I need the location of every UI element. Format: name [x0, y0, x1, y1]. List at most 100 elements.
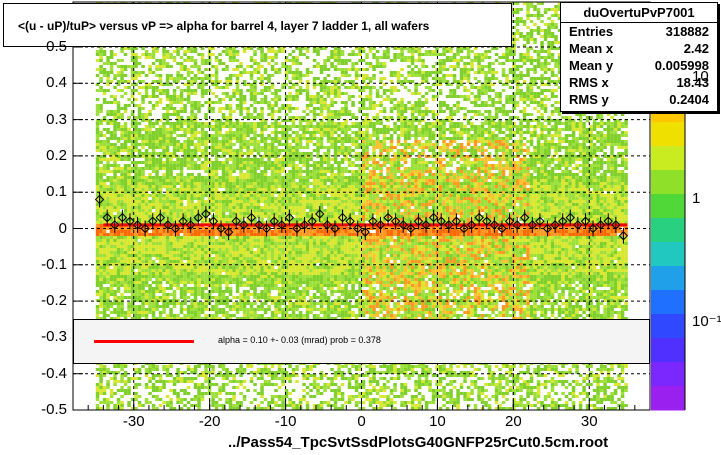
- heatmap-cell: [197, 149, 201, 152]
- heatmap-cell: [221, 221, 226, 224]
- heatmap-cell: [134, 176, 138, 179]
- heatmap-cell: [141, 311, 145, 314]
- heatmap-cell: [267, 242, 271, 245]
- heatmap-cell: [176, 278, 180, 281]
- heatmap-cell: [270, 173, 275, 176]
- heatmap-cell: [249, 182, 254, 185]
- heatmap-cell: [148, 239, 152, 242]
- heatmap-cell: [235, 92, 240, 95]
- heatmap-cell: [137, 260, 142, 263]
- heatmap-cell: [123, 182, 128, 185]
- heatmap-cell: [239, 278, 243, 281]
- heatmap-cell: [267, 290, 271, 293]
- heatmap-cell: [228, 59, 233, 62]
- heatmap-cell: [95, 134, 100, 137]
- heatmap-cell: [144, 299, 149, 302]
- heatmap-cell: [141, 278, 145, 281]
- heatmap-cell: [134, 170, 138, 173]
- heatmap-cell: [165, 305, 170, 308]
- heatmap-cell: [263, 188, 268, 191]
- heatmap-cell: [225, 227, 229, 230]
- heatmap-cell: [162, 218, 166, 221]
- heatmap-cell: [242, 182, 247, 185]
- heatmap-cell: [165, 137, 170, 140]
- heatmap-cell: [123, 155, 128, 158]
- heatmap-cell: [113, 242, 117, 245]
- heatmap-cell: [176, 215, 180, 218]
- heatmap-cell: [148, 308, 152, 311]
- heatmap-cell: [179, 62, 184, 65]
- heatmap-cell: [130, 230, 135, 233]
- heatmap-cell: [211, 308, 215, 311]
- heatmap-cell: [162, 305, 166, 308]
- heatmap-cell: [99, 161, 103, 164]
- heatmap-cell: [123, 233, 128, 236]
- heatmap-cell: [116, 104, 121, 107]
- heatmap-cell: [190, 80, 194, 83]
- heatmap-cell: [106, 149, 110, 152]
- heatmap-cell: [99, 53, 103, 56]
- heatmap-cell: [148, 53, 152, 56]
- heatmap-cell: [162, 278, 166, 281]
- heatmap-cell: [239, 233, 243, 236]
- heatmap-cell: [221, 245, 226, 248]
- heatmap-cell: [211, 230, 215, 233]
- heatmap-cell: [99, 377, 103, 380]
- heatmap-cell: [102, 203, 107, 206]
- heatmap-cell: [176, 212, 180, 215]
- heatmap-cell: [155, 299, 159, 302]
- heatmap-cell: [162, 50, 166, 53]
- heatmap-cell: [169, 308, 173, 311]
- heatmap-cell: [102, 212, 107, 215]
- heatmap-cell: [123, 203, 128, 206]
- heatmap-cell: [172, 290, 177, 293]
- heatmap-cell: [249, 143, 254, 146]
- heatmap-cell: [141, 170, 145, 173]
- heatmap-cell: [232, 248, 236, 251]
- heatmap-cell: [267, 308, 271, 311]
- heatmap-cell: [109, 260, 114, 263]
- heatmap-cell: [207, 263, 212, 266]
- heatmap-cell: [239, 185, 243, 188]
- heatmap-cell: [144, 386, 149, 389]
- heatmap-cell: [137, 206, 142, 209]
- heatmap-cell: [263, 287, 268, 290]
- heatmap-cell: [137, 281, 142, 284]
- heatmap-cell: [158, 68, 163, 71]
- heatmap-cell: [123, 125, 128, 128]
- heatmap-cell: [120, 95, 124, 98]
- heatmap-cell: [127, 131, 131, 134]
- heatmap-cell: [148, 110, 152, 113]
- heatmap-cell: [120, 113, 124, 116]
- heatmap-cell: [179, 302, 184, 305]
- heatmap-cell: [137, 122, 142, 125]
- heatmap-cell: [127, 194, 131, 197]
- heatmap-cell: [116, 65, 121, 68]
- heatmap-cell: [256, 212, 261, 215]
- heatmap-cell: [200, 227, 205, 230]
- heatmap-cell: [176, 392, 180, 395]
- heatmap-cell: [200, 281, 205, 284]
- heatmap-cell: [242, 212, 247, 215]
- heatmap-cell: [260, 215, 264, 218]
- heatmap-cell: [204, 233, 208, 236]
- heatmap-cell: [151, 152, 156, 155]
- heatmap-cell: [253, 107, 257, 110]
- heatmap-cell: [204, 92, 208, 95]
- heatmap-cell: [123, 263, 128, 266]
- heatmap-cell: [148, 257, 152, 260]
- heatmap-cell: [190, 194, 194, 197]
- heatmap-cell: [253, 302, 257, 305]
- heatmap-cell: [123, 197, 128, 200]
- heatmap-cell: [193, 176, 198, 179]
- heatmap-cell: [137, 308, 142, 311]
- heatmap-cell: [165, 296, 170, 299]
- heatmap-cell: [172, 125, 177, 128]
- heatmap-cell: [249, 65, 254, 68]
- heatmap-cell: [197, 206, 201, 209]
- heatmap-cell: [141, 116, 145, 119]
- heatmap-cell: [211, 398, 215, 401]
- heatmap-cell: [242, 299, 247, 302]
- heatmap-cell: [123, 260, 128, 263]
- heatmap-cell: [172, 215, 177, 218]
